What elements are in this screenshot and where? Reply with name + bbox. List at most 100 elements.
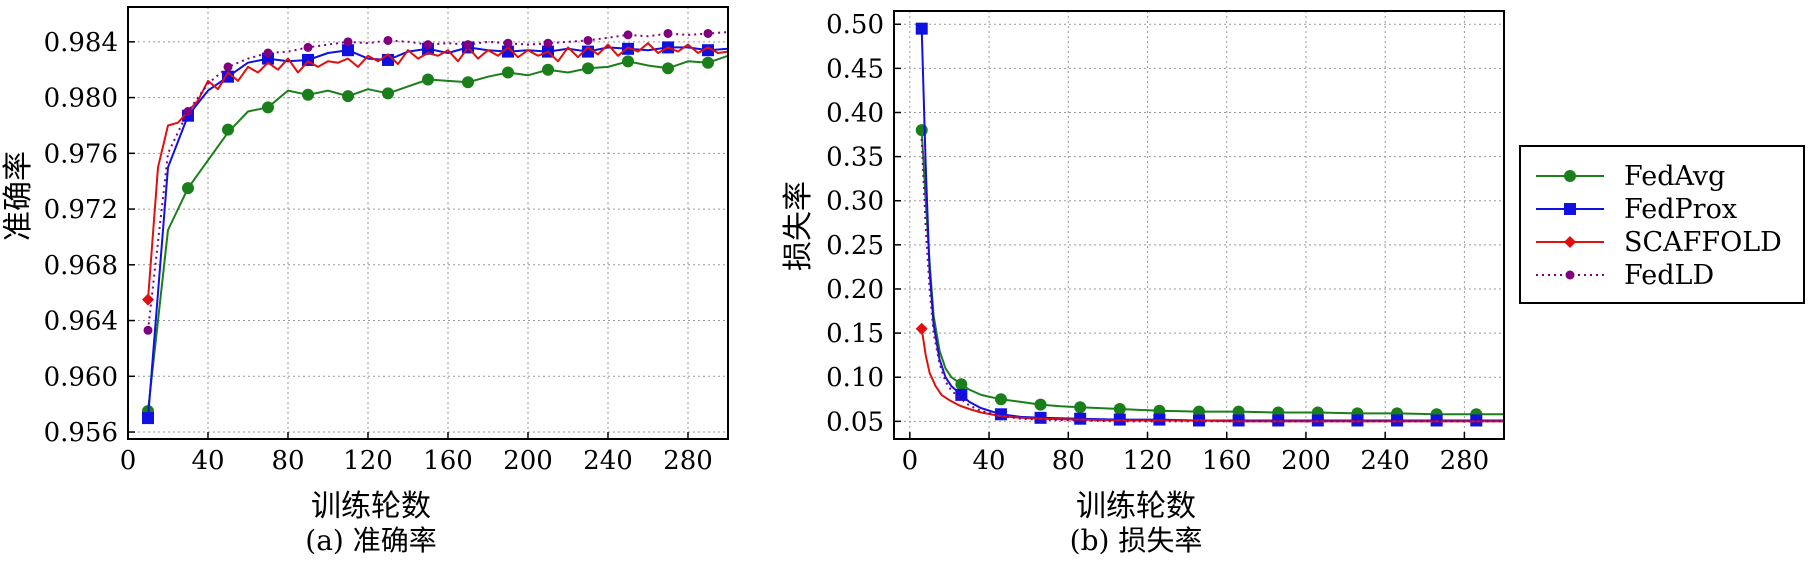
- accuracy-fedprox-marker: [302, 53, 314, 66]
- accuracy-series: [142, 28, 729, 425]
- accuracy-fedld-marker: [343, 37, 353, 47]
- accuracy-fedavg-marker: [422, 73, 434, 86]
- legend-scaffold-marker: [1564, 236, 1576, 248]
- loss-fedavg-line: [920, 130, 1504, 416]
- loss-y-tick-label: 0.50: [826, 10, 884, 40]
- loss-x-tick-label: 200: [1281, 446, 1331, 476]
- accuracy-x-tick-label: 80: [271, 446, 304, 476]
- accuracy-x-tick-label: 40: [191, 446, 224, 476]
- loss-x-tick-label: 40: [973, 446, 1006, 476]
- accuracy-fedld-marker: [263, 48, 273, 58]
- accuracy-y-axis-label: 准确率: [1, 151, 36, 241]
- loss-x-axis-label: 训练轮数: [1076, 489, 1196, 524]
- loss-scaffold-marker: [915, 322, 928, 335]
- accuracy-plot-frame: [127, 6, 729, 440]
- accuracy-fedavg-marker: [182, 182, 194, 195]
- loss-y-tick-label: 0.15: [826, 319, 884, 349]
- accuracy-fedprox-line: [147, 46, 729, 419]
- accuracy-ticks: 0 40 80 120 160 200 240 280 0.956 0.960 0.964 0.968…: [44, 28, 713, 476]
- loss-x-tick-label: 0: [902, 446, 919, 476]
- legend-fedavg-marker: [1564, 170, 1576, 182]
- legend-scaffold-label: SCAFFOLD: [1624, 227, 1782, 258]
- accuracy-scaffold-marker: [142, 293, 154, 306]
- loss-fedld-line: [920, 138, 1504, 423]
- legend-fedavg-label: FedAvg: [1624, 161, 1725, 192]
- accuracy-fedavg-marker: [462, 76, 474, 89]
- accuracy-x-tick-label: 240: [583, 446, 633, 476]
- accuracy-fedld-marker: [503, 38, 513, 48]
- legend-fedprox-label: FedProx: [1624, 194, 1737, 225]
- accuracy-series-scaffold: [142, 42, 729, 306]
- accuracy-x-tick-label: 200: [503, 446, 553, 476]
- loss-x-tick-label: 240: [1360, 446, 1410, 476]
- accuracy-fedavg-marker: [542, 63, 554, 76]
- loss-caption: (b) 损失率: [1070, 524, 1203, 557]
- loss-y-tick-label: 0.45: [826, 54, 884, 84]
- loss-fedavg-marker: [994, 393, 1007, 406]
- accuracy-fedavg-line: [147, 54, 729, 412]
- loss-y-tick-label: 0.30: [826, 187, 884, 217]
- accuracy-y-tick-label: 0.976: [44, 139, 118, 169]
- loss-y-tick-label: 0.25: [826, 231, 884, 261]
- accuracy-y-tick-label: 0.972: [44, 195, 118, 225]
- accuracy-fedld-marker: [303, 42, 313, 52]
- loss-grid: [894, 11, 1504, 439]
- accuracy-fedld-marker: [543, 38, 553, 48]
- accuracy-fedld-line: [147, 31, 729, 331]
- accuracy-y-tick-label: 0.968: [44, 251, 118, 281]
- accuracy-scaffold-line: [147, 42, 729, 300]
- accuracy-series-fedprox: [142, 41, 729, 425]
- accuracy-fedprox-marker: [342, 44, 354, 57]
- accuracy-fedld-marker: [223, 62, 233, 72]
- accuracy-fedprox-marker: [142, 412, 154, 425]
- accuracy-x-tick-label: 160: [423, 446, 473, 476]
- legend-fedld-label: FedLD: [1624, 260, 1714, 291]
- loss-x-tick-label: 280: [1440, 446, 1490, 476]
- accuracy-x-axis-label: 训练轮数: [311, 489, 431, 524]
- accuracy-fedavg-marker: [582, 62, 594, 75]
- accuracy-fedavg-marker: [622, 55, 634, 68]
- accuracy-x-tick-label: 120: [343, 446, 393, 476]
- accuracy-chart: 0 40 80 120 160 200 240 280 0.956 0.960 0.964 0.968…: [1, 6, 729, 557]
- loss-plot-frame: [893, 10, 1505, 440]
- accuracy-fedavg-marker: [702, 56, 714, 69]
- accuracy-fedld-marker: [663, 28, 673, 38]
- accuracy-fedld-marker: [463, 40, 473, 50]
- accuracy-y-tick-label: 0.964: [44, 307, 118, 337]
- accuracy-y-tick-label: 0.980: [44, 84, 118, 114]
- loss-fedavg-marker: [1074, 401, 1087, 414]
- accuracy-fedprox-marker: [502, 45, 514, 58]
- accuracy-fedld-marker: [143, 325, 153, 335]
- accuracy-fedld-marker: [183, 107, 193, 117]
- accuracy-grid: [127, 7, 728, 439]
- loss-fedavg-marker: [1113, 402, 1126, 415]
- accuracy-fedavg-marker: [662, 62, 674, 75]
- accuracy-fedld-marker: [423, 40, 433, 50]
- legend-entry-fedavg: FedAvg: [1536, 161, 1725, 192]
- accuracy-fedavg-marker: [222, 123, 234, 136]
- accuracy-fedavg-marker: [302, 88, 314, 101]
- accuracy-caption: (a) 准确率: [305, 524, 436, 557]
- loss-series-fedld: [920, 138, 1504, 423]
- accuracy-series-fedld: [143, 28, 729, 335]
- loss-scaffold-line: [920, 328, 1504, 423]
- loss-fedavg-marker: [915, 124, 928, 137]
- loss-x-tick-label: 80: [1052, 446, 1085, 476]
- accuracy-fedld-marker: [583, 35, 593, 45]
- accuracy-x-tick-label: 0: [120, 446, 137, 476]
- loss-chart: 0 40 80 120 160 200 240 280 0.05 0.10 0.15 0.20 0.25…: [781, 10, 1505, 557]
- loss-y-tick-label: 0.05: [826, 407, 884, 437]
- loss-y-tick-label: 0.35: [826, 143, 884, 173]
- loss-y-tick-label: 0.40: [826, 98, 884, 128]
- loss-series: [915, 22, 1504, 427]
- accuracy-y-tick-label: 0.960: [44, 362, 118, 392]
- accuracy-fedavg-marker: [342, 90, 354, 103]
- loss-fedprox-marker: [955, 388, 968, 401]
- accuracy-y-tick-label: 0.956: [44, 418, 118, 448]
- accuracy-x-tick-label: 280: [663, 446, 713, 476]
- loss-fedprox-line: [920, 28, 1504, 422]
- loss-y-axis-label: 损失率: [781, 181, 816, 271]
